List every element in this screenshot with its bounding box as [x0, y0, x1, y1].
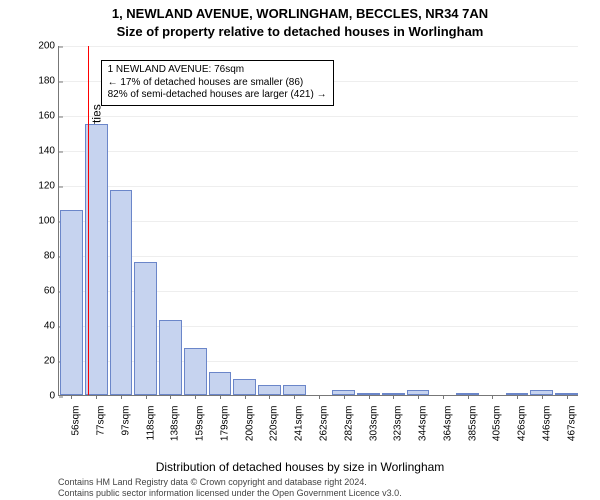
x-tick-label: 77sqm — [94, 406, 107, 436]
annotation-line: 1 NEWLAND AVENUE: 76sqm — [108, 64, 327, 77]
x-tick-label: 220sqm — [267, 406, 280, 442]
y-tick-label: 80 — [44, 251, 59, 262]
bar — [159, 320, 182, 395]
x-tick-label: 118sqm — [143, 406, 156, 441]
x-tick-mark — [468, 395, 469, 399]
gridline-h — [59, 151, 578, 152]
y-tick-label: 180 — [38, 76, 59, 87]
y-tick-label: 40 — [44, 321, 59, 332]
x-tick-mark — [195, 395, 196, 399]
chart-title-2: Size of property relative to detached ho… — [0, 24, 600, 39]
x-tick-mark — [121, 395, 122, 399]
bar — [209, 372, 232, 395]
footer-attribution: Contains HM Land Registry data © Crown c… — [58, 477, 402, 498]
x-tick-label: 56sqm — [69, 406, 82, 436]
bar — [110, 190, 133, 395]
x-tick-label: 446sqm — [539, 406, 552, 442]
y-tick-label: 60 — [44, 286, 59, 297]
x-tick-mark — [146, 395, 147, 399]
annotation-line: 82% of semi-detached houses are larger (… — [108, 89, 327, 102]
bar — [258, 385, 281, 396]
x-tick-mark — [418, 395, 419, 399]
gridline-h — [59, 46, 578, 47]
x-tick-label: 344sqm — [416, 406, 429, 442]
x-tick-mark — [96, 395, 97, 399]
y-tick-label: 0 — [49, 391, 59, 402]
y-tick-label: 200 — [38, 41, 59, 52]
chart-container: 1, NEWLAND AVENUE, WORLINGHAM, BECCLES, … — [0, 0, 600, 500]
gridline-h — [59, 256, 578, 257]
bar — [283, 385, 306, 396]
x-tick-label: 179sqm — [217, 406, 230, 442]
x-tick-label: 97sqm — [118, 406, 131, 436]
x-tick-mark — [319, 395, 320, 399]
x-tick-label: 405sqm — [490, 406, 503, 442]
y-tick-label: 140 — [38, 146, 59, 157]
x-axis-label: Distribution of detached houses by size … — [0, 460, 600, 474]
gridline-h — [59, 116, 578, 117]
x-tick-mark — [294, 395, 295, 399]
x-tick-label: 241sqm — [292, 406, 305, 442]
annotation-box: 1 NEWLAND AVENUE: 76sqm← 17% of detached… — [101, 60, 334, 106]
reference-line — [88, 46, 89, 395]
bar — [184, 348, 207, 395]
x-tick-label: 282sqm — [341, 406, 354, 442]
annotation-line: ← 17% of detached houses are smaller (86… — [108, 77, 327, 90]
x-tick-label: 426sqm — [515, 406, 528, 442]
x-tick-mark — [567, 395, 568, 399]
bar — [60, 210, 83, 396]
bar — [134, 262, 157, 395]
footer-line-1: Contains HM Land Registry data © Crown c… — [58, 477, 402, 487]
x-tick-label: 364sqm — [440, 406, 453, 442]
y-tick-label: 160 — [38, 111, 59, 122]
x-tick-mark — [344, 395, 345, 399]
x-tick-mark — [393, 395, 394, 399]
gridline-h — [59, 221, 578, 222]
x-tick-mark — [269, 395, 270, 399]
footer-line-2: Contains public sector information licen… — [58, 488, 402, 498]
x-tick-label: 159sqm — [193, 406, 206, 442]
x-tick-mark — [220, 395, 221, 399]
x-tick-mark — [170, 395, 171, 399]
x-tick-mark — [369, 395, 370, 399]
chart-title-1: 1, NEWLAND AVENUE, WORLINGHAM, BECCLES, … — [0, 6, 600, 21]
x-tick-mark — [492, 395, 493, 399]
plot-area: 02040608010012014016018020056sqm77sqm97s… — [58, 46, 578, 396]
y-tick-label: 100 — [38, 216, 59, 227]
x-tick-label: 138sqm — [168, 406, 181, 442]
x-tick-mark — [245, 395, 246, 399]
gridline-h — [59, 186, 578, 187]
y-tick-label: 120 — [38, 181, 59, 192]
x-tick-label: 262sqm — [317, 406, 330, 442]
x-tick-label: 323sqm — [391, 406, 404, 442]
bar — [233, 379, 256, 395]
x-tick-label: 467sqm — [564, 406, 577, 442]
x-tick-label: 303sqm — [366, 406, 379, 442]
x-tick-label: 200sqm — [242, 406, 255, 442]
x-tick-mark — [517, 395, 518, 399]
x-tick-mark — [443, 395, 444, 399]
x-tick-mark — [71, 395, 72, 399]
y-tick-label: 20 — [44, 356, 59, 367]
x-tick-label: 385sqm — [465, 406, 478, 442]
x-tick-mark — [542, 395, 543, 399]
